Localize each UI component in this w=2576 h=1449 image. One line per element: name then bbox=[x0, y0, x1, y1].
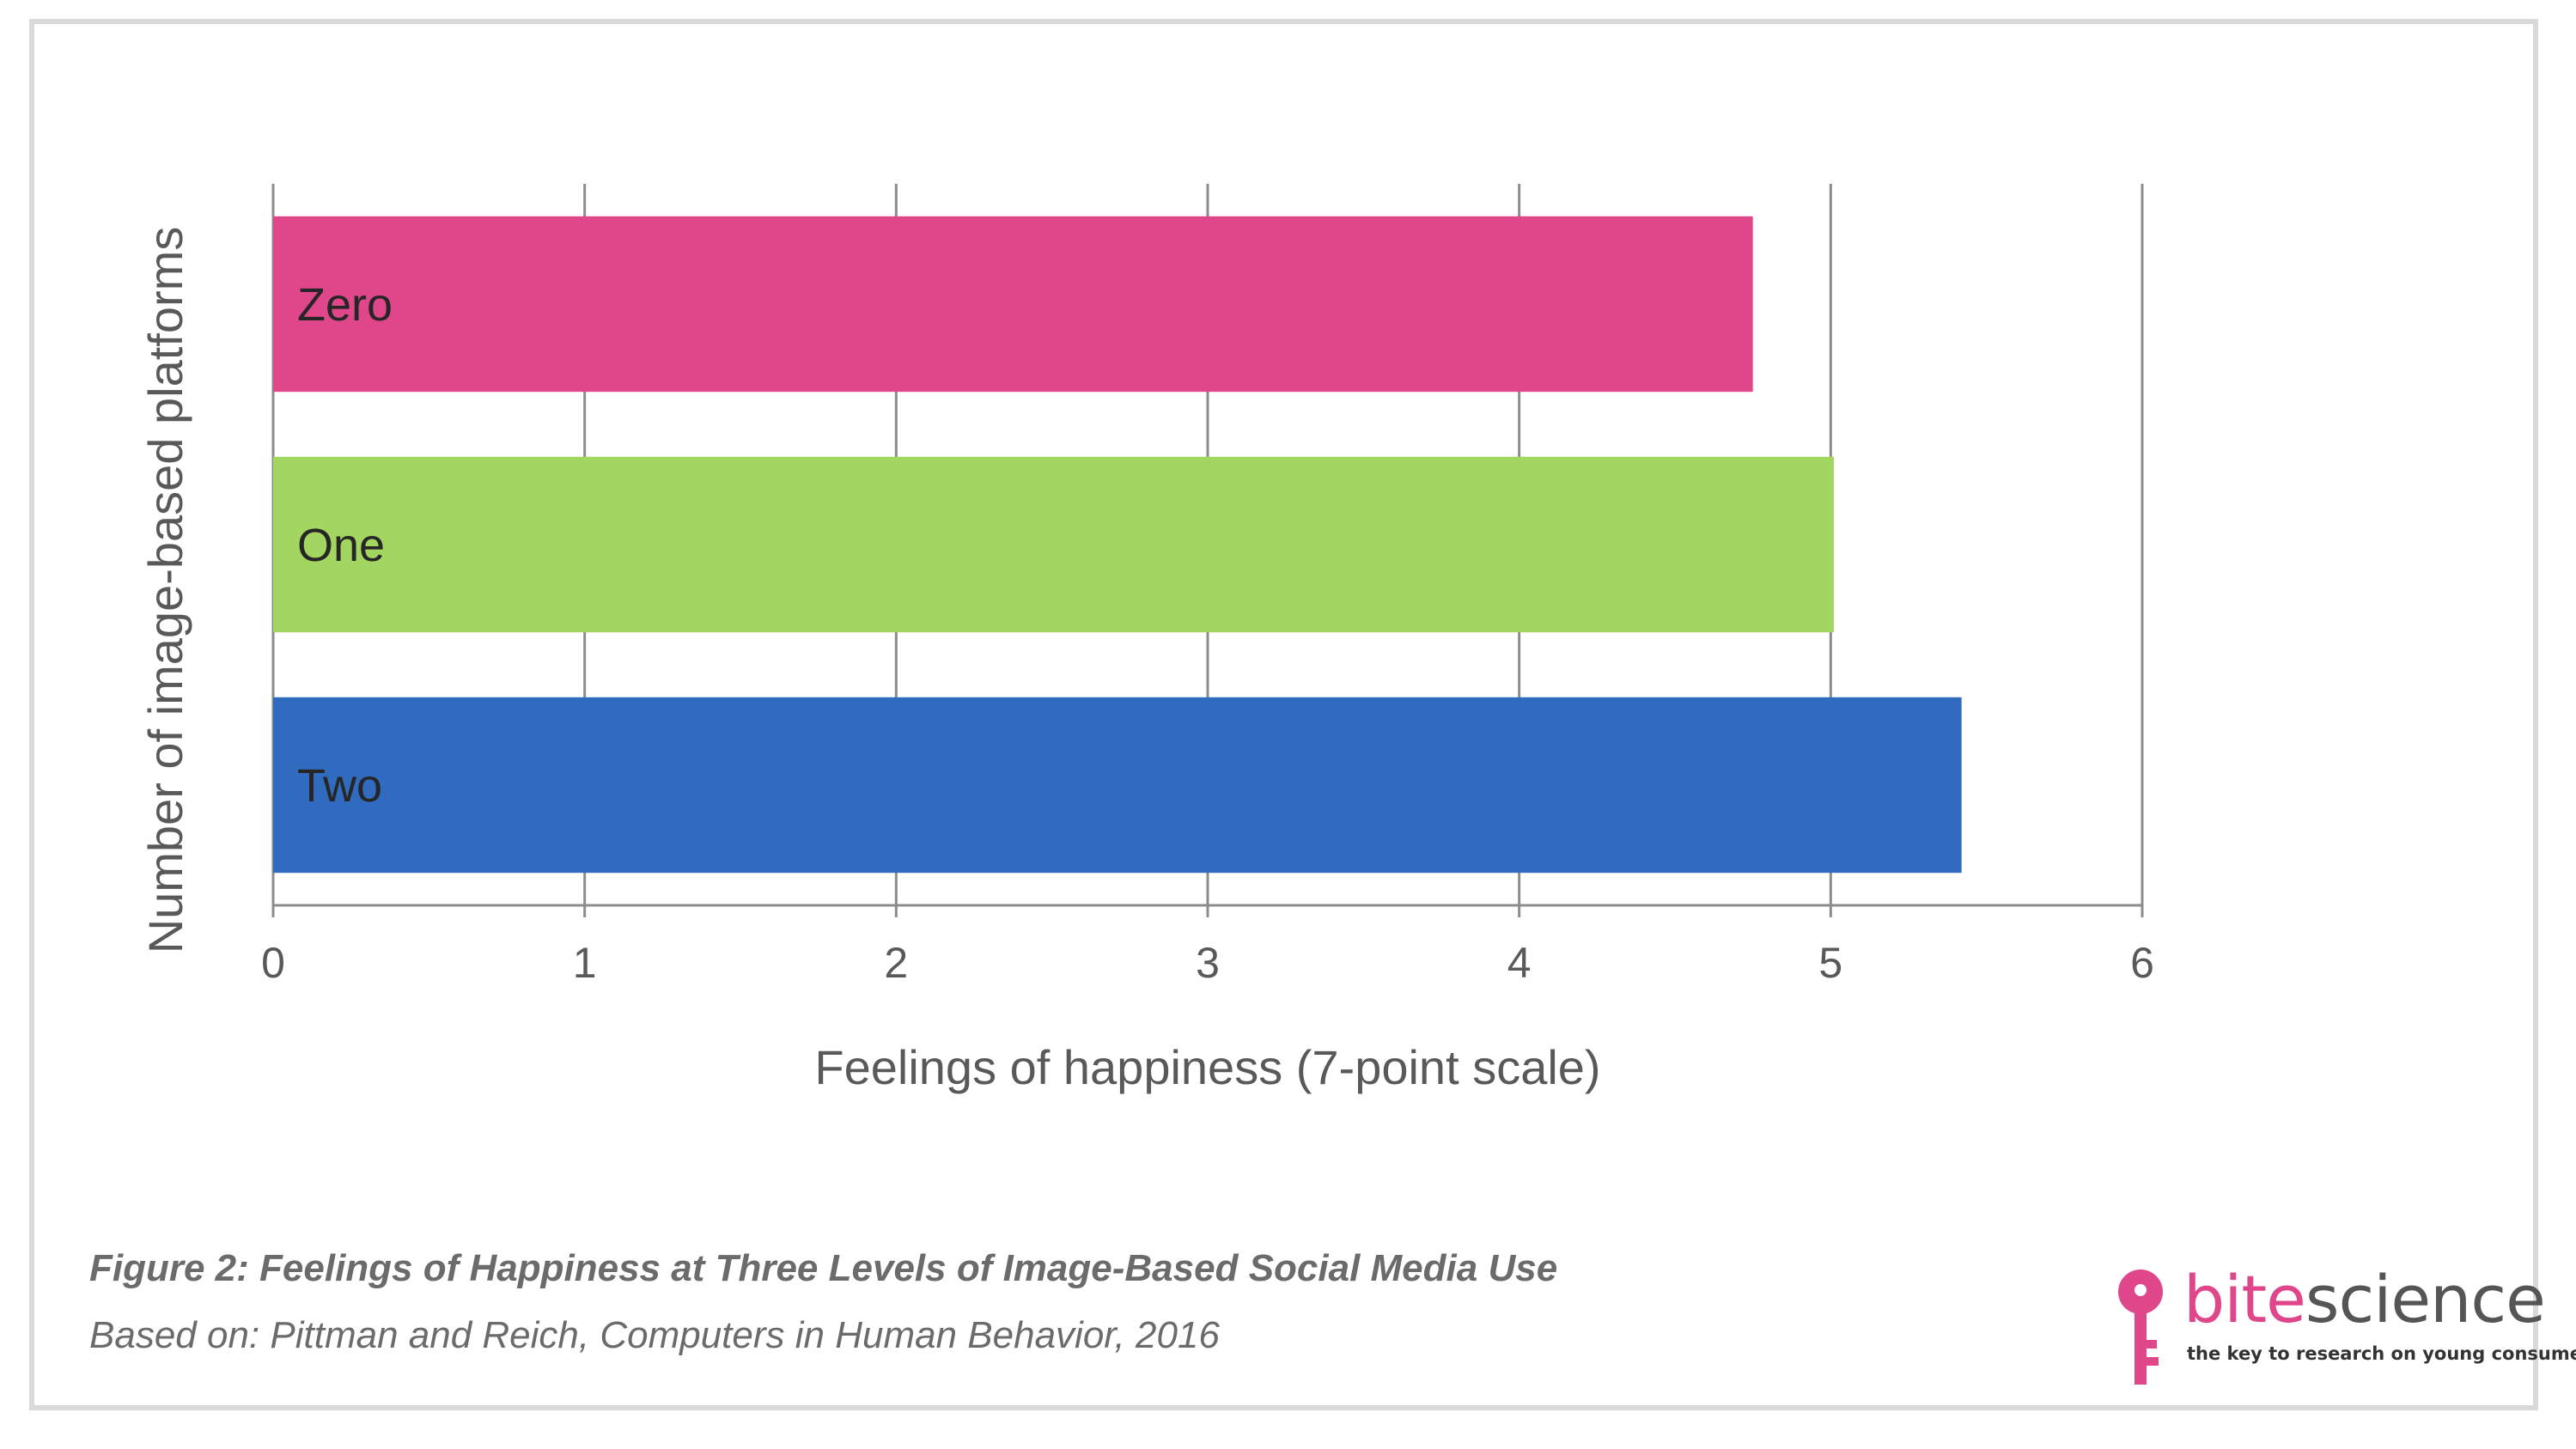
category-label-two: Two bbox=[297, 760, 382, 812]
logo-word-science: science bbox=[2305, 1261, 2546, 1337]
x-tick-label-1: 1 bbox=[573, 939, 597, 987]
x-tick-label-5: 5 bbox=[1818, 939, 1842, 987]
logo-wordmark: bitescience bbox=[2183, 1261, 2546, 1338]
bar-two bbox=[273, 697, 1962, 874]
logo-word-bite: bite bbox=[2183, 1261, 2306, 1337]
bitescience-logo: bitescience the key to research on young… bbox=[2111, 1261, 2576, 1390]
x-tick-label-0: 0 bbox=[261, 939, 285, 987]
bar-zero bbox=[273, 216, 1753, 393]
figure-caption-title: Figure 2: Feelings of Happiness at Three… bbox=[89, 1247, 1558, 1289]
x-tick-labels: 0 1 2 3 4 5 6 bbox=[261, 939, 2154, 987]
x-tick-label-6: 6 bbox=[2130, 939, 2154, 987]
figure-caption-source: Based on: Pittman and Reich, Computers i… bbox=[89, 1314, 1220, 1356]
category-label-one: One bbox=[297, 520, 385, 571]
logo-tagline: the key to research on young consumers bbox=[2187, 1343, 2576, 1364]
key-icon bbox=[2118, 1269, 2163, 1385]
category-label-zero: Zero bbox=[297, 279, 393, 331]
x-tick-label-3: 3 bbox=[1196, 939, 1220, 987]
x-tick-label-2: 2 bbox=[884, 939, 908, 987]
y-axis-title: Number of image-based platforms bbox=[138, 227, 192, 954]
bar-one bbox=[273, 456, 1834, 633]
x-tick-label-4: 4 bbox=[1507, 939, 1532, 987]
bars: Zero One Two bbox=[273, 216, 1962, 874]
x-axis-title: Feelings of happiness (7-point scale) bbox=[814, 1040, 1600, 1094]
